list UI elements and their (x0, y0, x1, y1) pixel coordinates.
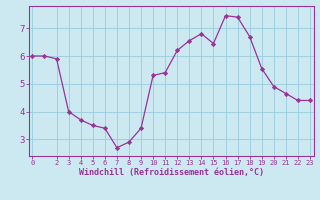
X-axis label: Windchill (Refroidissement éolien,°C): Windchill (Refroidissement éolien,°C) (79, 168, 264, 177)
